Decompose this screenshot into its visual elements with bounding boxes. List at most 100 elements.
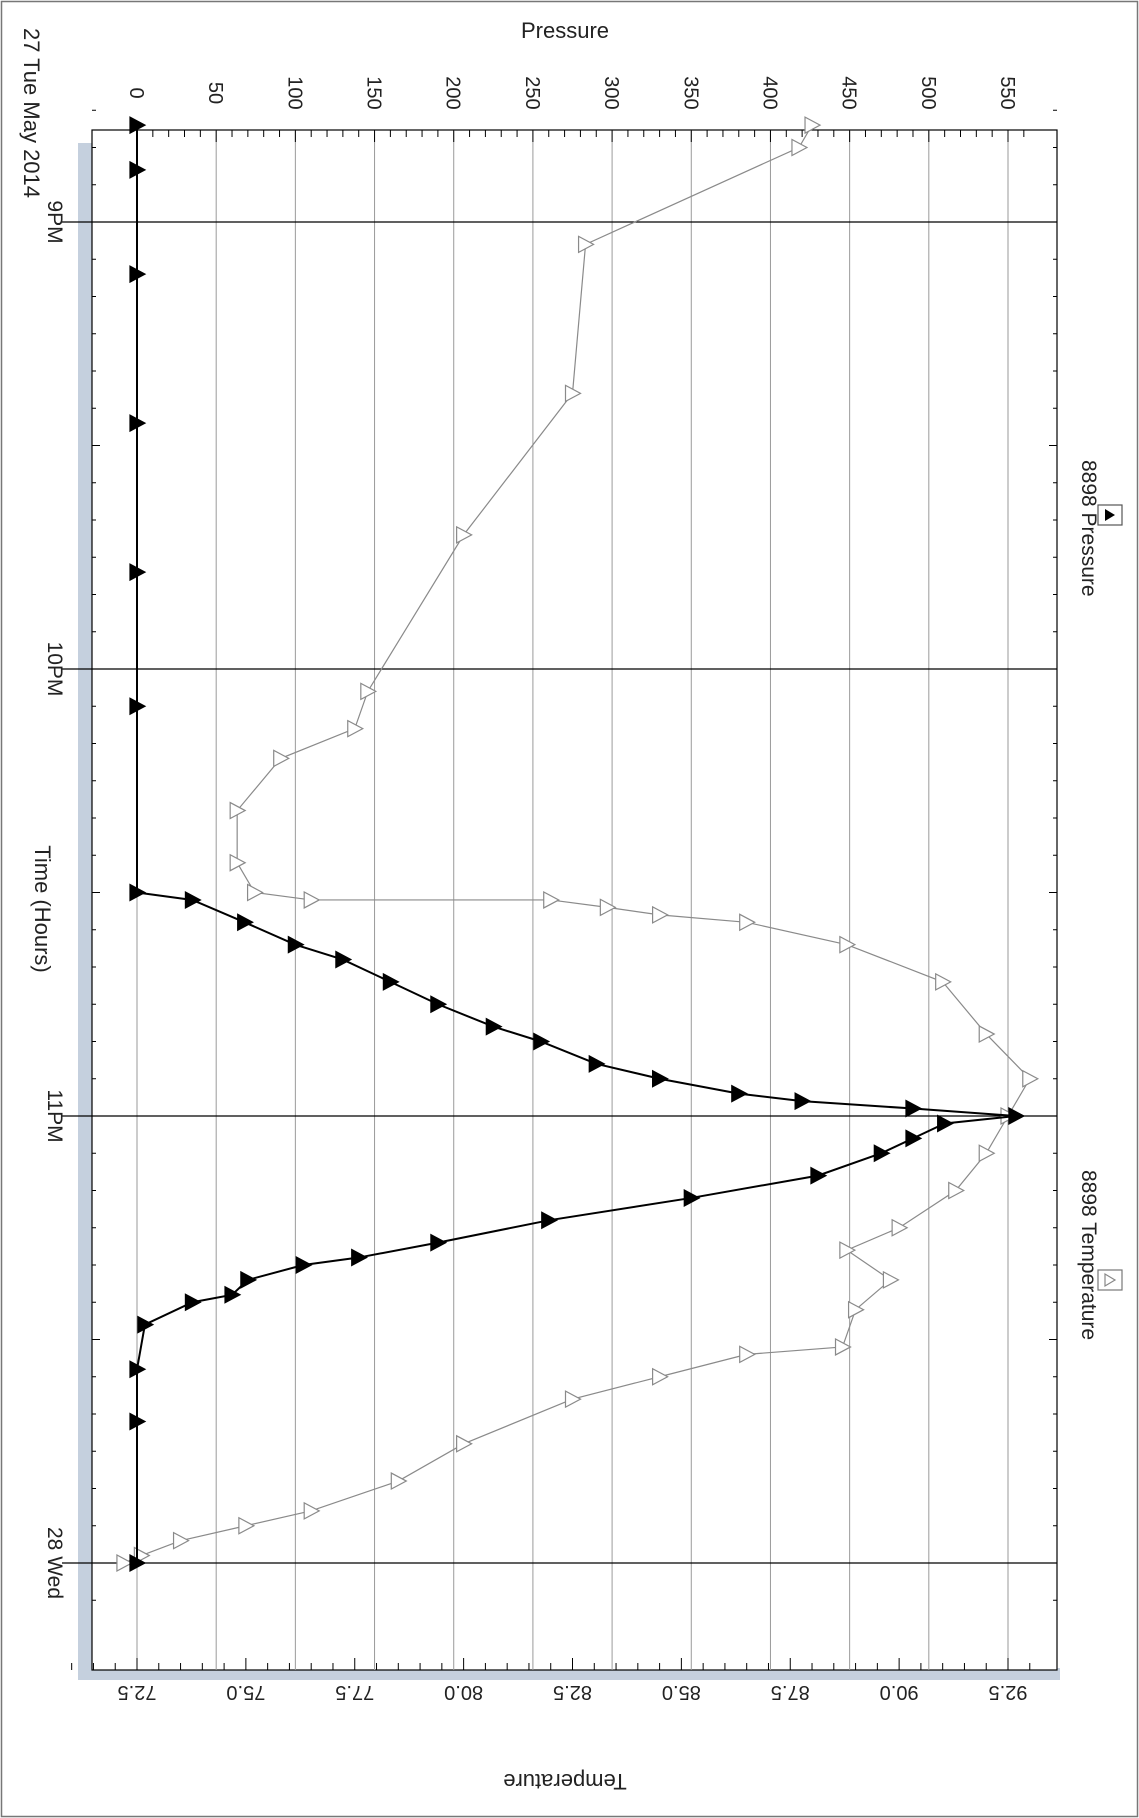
temperature-point [891,1218,909,1237]
temperature-point [360,682,378,701]
pressure-point [184,890,202,909]
pressure-point [129,1554,147,1572]
pressure-point [873,1144,891,1163]
temperature-point [577,235,595,254]
temperature-point [882,1270,900,1289]
legend-pressure-marker-icon [1105,509,1115,521]
pressure-point [129,697,147,716]
temperature-point [804,116,822,135]
time-axis-title: Time (Hours) [30,845,55,973]
pressure-tick-label: 350 [679,76,701,109]
temperature-point [303,890,321,909]
legend-pressure-label: 8898 Pressure [1077,460,1100,597]
pressure-point [129,160,147,179]
pressure-point [810,1166,828,1185]
legend-temperature-label: 8898 Temperature [1077,1170,1100,1340]
temperature-tick-label: 85.0 [662,1681,701,1703]
pressure-point [905,1099,923,1118]
temperature-point [599,898,617,917]
temperature-point [739,1345,756,1364]
temperature-point [456,525,473,544]
temperature-point [229,853,247,872]
temperature-point [172,1531,190,1550]
pressure-point [129,563,147,582]
pressure-point [224,1285,242,1304]
temperature-point [652,905,669,924]
pressure-tick-label: 500 [917,76,939,109]
legend: 8898 Pressure 8898 Temperature [1077,460,1123,1340]
pressure-point [129,414,147,433]
temperature-tick-label: 72.5 [118,1681,157,1703]
temperature-tick-label: 82.5 [553,1681,592,1703]
pressure-point [382,972,400,991]
pressure-tick-label: 100 [283,76,305,109]
pressure-point [129,1412,147,1431]
pressure-tick-label: 250 [521,76,543,109]
temperature-point [834,1337,852,1356]
temperature-point [839,1241,857,1260]
time-tick-label: 11PM [43,1089,66,1142]
temperature-point [839,935,857,954]
pressure-point [129,883,147,902]
pressure-point [683,1188,701,1207]
pressure-point [533,1032,551,1051]
pressure-point [240,1270,258,1289]
pressure-point [541,1211,559,1230]
time-tick-label: 9PM [43,200,66,243]
temperature-tick-label: 87.5 [771,1681,810,1703]
temperature-point [347,719,365,738]
time-tick-label: 10PM [43,642,66,697]
temperature-point [935,972,952,991]
temperature-tick-label: 90.0 [880,1681,919,1703]
temperature-point [564,384,582,403]
pressure-point [430,1233,448,1252]
temperature-tick-label: 75.0 [226,1681,265,1703]
pressure-point [731,1084,749,1103]
plot-area [91,129,1058,1671]
pressure-series-layer [129,116,1026,1572]
pressure-point [287,935,305,954]
temperature-point [238,1516,256,1535]
pressure-point [295,1256,313,1274]
temperature-tick-label: 80.0 [444,1681,483,1703]
pressure-point [129,116,147,135]
pressure-point [1008,1107,1026,1125]
pressure-tick-label: 300 [600,76,622,109]
pressure-point [588,1054,606,1073]
legend-temperature-marker-icon [1104,1272,1117,1288]
temperature-point [543,890,560,909]
pressure-point [137,1315,155,1334]
pressure-point [129,1360,147,1379]
pressure-tick-label: 400 [758,76,780,109]
temperature-point [652,1367,669,1386]
temperature-point [791,138,809,157]
tick-marks [71,109,1057,1670]
temperature-point [739,913,756,932]
pressure-point [905,1129,923,1148]
temperature-point [246,883,264,902]
temperature-point [564,1390,582,1409]
pressure-point [794,1092,812,1111]
pressure-point [335,950,353,969]
pressure-point [129,265,147,284]
pressure-tick-label: 50 [204,82,226,104]
temperature-point [229,801,247,820]
pressure-tick-label: 150 [363,76,385,109]
pressure-axis-title: Pressure [521,18,609,43]
pressure-point [184,1293,202,1312]
pressure-tick-label: 0 [125,87,147,98]
grid [62,130,1057,1670]
temperature-point [1022,1069,1040,1088]
pressure-point [937,1114,954,1133]
date-label: 27 Tue May 2014 [19,28,44,198]
temperature-series-layer [116,116,1040,1572]
axis-side-band [78,143,92,1680]
temperature-tick-label: 77.5 [335,1681,374,1703]
pressure-point [485,1017,503,1036]
temperature-point [390,1472,408,1491]
pressure-tick-label: 550 [996,76,1018,109]
temperature-tick-label: 92.5 [989,1681,1028,1703]
temperature-point [116,1554,134,1572]
